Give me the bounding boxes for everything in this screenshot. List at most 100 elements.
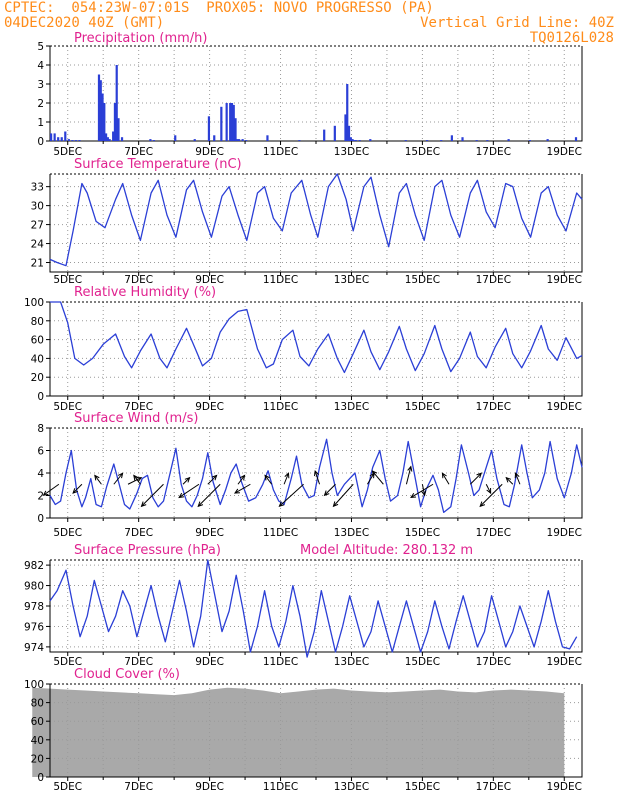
- wind-arrow-head: [284, 472, 290, 479]
- precip-bar: [344, 114, 347, 141]
- y-tick-label: 974: [24, 642, 44, 654]
- precip-bar: [149, 139, 152, 141]
- precip-bar: [355, 140, 358, 141]
- wind-arrow-head: [264, 474, 270, 481]
- x-date-label: 17DEC: [476, 274, 511, 286]
- precip-bar: [103, 103, 106, 141]
- wind-arrow-head: [94, 474, 100, 481]
- wind-arrow: [264, 475, 273, 485]
- x-date-label: 19DEC: [547, 274, 582, 286]
- wind-arrow: [237, 475, 245, 485]
- precip-bar: [450, 135, 453, 141]
- precip-bar: [237, 139, 241, 141]
- precip-bar: [234, 118, 237, 141]
- x-date-label: 11DEC: [263, 274, 298, 286]
- x-date-label: 13DEC: [334, 274, 369, 286]
- series-line: [49, 559, 578, 658]
- x-date-label: 15DEC: [405, 781, 440, 793]
- wind-arrow-head: [476, 472, 483, 479]
- precip-bar: [64, 131, 67, 141]
- precip-bar: [369, 139, 372, 141]
- precip-bar: [152, 140, 156, 141]
- wind-arrow-head: [197, 501, 204, 508]
- precip-bar: [346, 84, 349, 141]
- x-date-label: 7DEC: [124, 656, 153, 668]
- y-tick-label: 3: [37, 79, 44, 91]
- x-date-label: 13DEC: [334, 527, 369, 539]
- panel-subtitle: Model Altitude: 280.132 m: [300, 543, 473, 558]
- x-date-label: 5DEC: [53, 401, 82, 413]
- precip-bar: [546, 139, 549, 141]
- precip-bar: [333, 125, 336, 141]
- vertical-grid-line-label: Vertical Grid Line: 40Z: [420, 15, 614, 31]
- y-tick-label: 8: [37, 423, 44, 435]
- x-date-label: 5DEC: [53, 656, 82, 668]
- x-date-label: 7DEC: [124, 781, 153, 793]
- precip-bar: [475, 140, 478, 141]
- precip-bar: [225, 103, 228, 141]
- panel-title: Relative Humidity (%): [74, 285, 216, 300]
- x-date-label: 17DEC: [476, 781, 511, 793]
- x-date-label: 9DEC: [195, 401, 224, 413]
- wind-arrow-head: [505, 476, 512, 483]
- wind-arrow-head: [117, 472, 124, 479]
- wind-arrow-head: [239, 474, 246, 481]
- wind-arrow-head: [407, 465, 413, 472]
- precip-bar: [351, 139, 354, 141]
- wind-arrow-head: [184, 476, 191, 483]
- wind-arrow-head: [479, 501, 486, 508]
- precip-bar: [230, 103, 234, 141]
- header-line-2: 04DEC2020 40Z (GMT): [4, 15, 165, 31]
- precip-bar: [97, 74, 101, 141]
- precip-bar: [113, 103, 117, 141]
- x-date-label: 17DEC: [476, 527, 511, 539]
- precip-bar: [404, 140, 407, 141]
- x-date-label: 13DEC: [334, 401, 369, 413]
- x-date-label: 9DEC: [195, 527, 224, 539]
- x-date-label: 15DEC: [405, 146, 440, 158]
- wind-arrow-head: [486, 488, 492, 495]
- wind-arrow: [197, 483, 221, 507]
- y-tick-label: 40: [31, 735, 44, 747]
- x-date-label: 11DEC: [263, 656, 298, 668]
- wind-arrow: [141, 483, 164, 507]
- y-tick-label: 80: [31, 698, 44, 710]
- y-tick-label: 33: [31, 182, 44, 194]
- wind-arrow: [469, 472, 482, 485]
- y-tick-label: 0: [37, 772, 44, 784]
- x-date-label: 15DEC: [405, 656, 440, 668]
- x-date-label: 11DEC: [263, 146, 298, 158]
- x-date-label: 15DEC: [405, 401, 440, 413]
- model-id-label: TQ0126L028: [529, 30, 614, 46]
- x-date-label: 15DEC: [405, 274, 440, 286]
- wind-arrow: [479, 483, 503, 507]
- panel-title: Surface Pressure (hPa): [74, 543, 221, 558]
- panel-title: Surface Wind (m/s): [74, 411, 198, 426]
- precip-bar: [266, 135, 269, 141]
- wind-arrow-head: [72, 488, 79, 494]
- precip-bar: [323, 129, 326, 141]
- y-tick-label: 978: [24, 601, 44, 613]
- precip-bar: [461, 137, 464, 141]
- x-date-label: 15DEC: [405, 527, 440, 539]
- precip-bar: [507, 139, 510, 141]
- precip-bar: [349, 137, 352, 141]
- precip-bar: [207, 116, 211, 141]
- x-date-label: 5DEC: [53, 146, 82, 158]
- y-tick-label: 100: [24, 297, 44, 309]
- y-tick-label: 20: [31, 753, 44, 765]
- y-tick-label: 6: [37, 446, 44, 458]
- x-date-label: 11DEC: [263, 781, 298, 793]
- y-tick-label: 2: [37, 98, 44, 110]
- wind-arrow: [234, 483, 251, 494]
- x-date-label: 19DEC: [547, 146, 582, 158]
- wind-arrow-head: [133, 474, 139, 481]
- wind-arrow: [372, 470, 384, 485]
- x-date-label: 17DEC: [476, 401, 511, 413]
- wind-arrow: [283, 473, 289, 485]
- wind-arrow-head: [323, 490, 330, 497]
- wind-arrow-head: [441, 472, 447, 479]
- precip-bar: [104, 133, 108, 141]
- x-date-label: 19DEC: [547, 527, 582, 539]
